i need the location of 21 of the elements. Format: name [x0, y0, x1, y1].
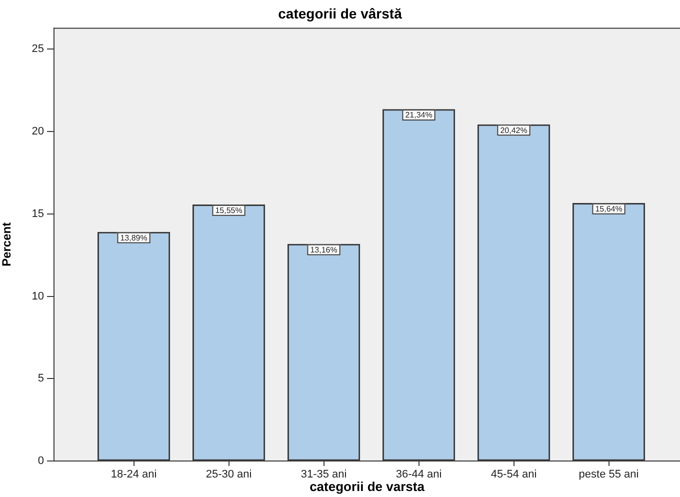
x-tick-label: 18-24 ani: [110, 468, 157, 481]
y-tick-label: 15: [32, 208, 44, 220]
data-label: 13,16%: [310, 245, 338, 254]
y-tick-label: 0: [38, 455, 44, 468]
x-tick-label: 45-54 ani: [490, 468, 537, 481]
data-label: 21,34%: [405, 110, 432, 120]
y-tick-label: 20: [32, 126, 44, 138]
data-label: 15,64%: [595, 204, 622, 214]
y-tick-label: 5: [38, 372, 44, 385]
y-tick-label: 25: [32, 43, 44, 56]
x-tick-label: 31-35 ani: [300, 468, 347, 481]
data-label: 13,89%: [120, 233, 148, 242]
x-tick-label: peste 55 ani: [578, 468, 639, 481]
y-axis-title: Percent: [0, 222, 14, 266]
y-tick-label: 10: [32, 290, 44, 302]
chart-title: categorii de vârstă: [278, 5, 402, 22]
data-label: 15,55%: [215, 206, 242, 216]
x-tick-label: 36-44 ani: [396, 468, 442, 481]
data-label: 20,42%: [500, 126, 528, 135]
x-axis-title: categorii de varsta: [310, 478, 426, 494]
x-tick-label: 25-30 ani: [206, 468, 252, 481]
